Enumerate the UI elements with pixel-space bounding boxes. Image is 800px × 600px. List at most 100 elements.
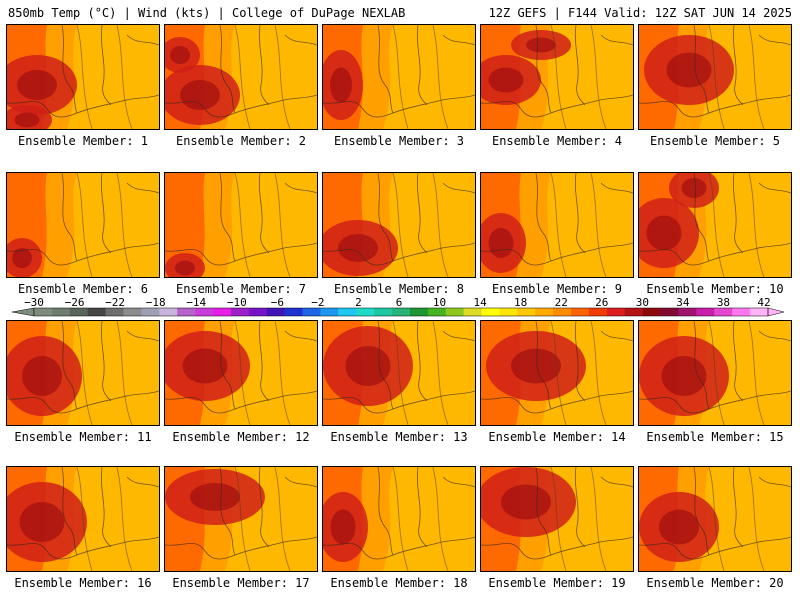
map-panel (638, 172, 792, 278)
temperature-map (165, 173, 317, 277)
colorbar-swatch (51, 308, 71, 316)
temperature-map (481, 173, 633, 277)
colorbar-swatch (195, 308, 214, 316)
header-run-info: 12Z GEFS | F144 Valid: 12Z SAT JUN 14 20… (488, 6, 792, 20)
map-panel (322, 466, 476, 572)
colorbar-swatch (571, 308, 590, 316)
colorbar-swatch (177, 308, 196, 316)
colorbar-swatch (642, 308, 661, 316)
map-panel (6, 466, 160, 572)
colorbar-tick-label: 2 (355, 296, 362, 309)
colorbar-swatch (230, 308, 250, 316)
panel-label: Ensemble Member: 17 (172, 576, 310, 590)
colorbar-swatch (159, 308, 178, 316)
map-panel (638, 24, 792, 130)
colorbar-tick-label: 14 (473, 296, 487, 309)
panel-label: Ensemble Member: 8 (333, 282, 465, 296)
panel-label: Ensemble Member: 4 (491, 134, 623, 148)
colorbar-left-arrow (11, 307, 35, 317)
colorbar-swatch (409, 308, 429, 316)
temperature-map (481, 321, 633, 425)
colorbar-tick-label: 22 (555, 296, 568, 309)
temperature-map (7, 173, 159, 277)
temperature-map (323, 173, 475, 277)
map-panel (638, 466, 792, 572)
colorbar-tick-label: −14 (186, 296, 206, 309)
colorbar-tick-label: −22 (105, 296, 125, 309)
panel-label: Ensemble Member: 13 (330, 430, 468, 444)
colorbar-tick-label: 38 (717, 296, 730, 309)
map-panel (480, 320, 634, 426)
map-panel (322, 172, 476, 278)
colorbar-swatch (320, 308, 339, 316)
colorbar-tick-label: −10 (227, 296, 247, 309)
panel-label: Ensemble Member: 12 (172, 430, 310, 444)
colorbar-tick-label: −26 (65, 296, 85, 309)
panel-label: Ensemble Member: 11 (14, 430, 152, 444)
panel-label: Ensemble Member: 5 (649, 134, 781, 148)
map-panel (164, 466, 318, 572)
panel-label: Ensemble Member: 18 (330, 576, 468, 590)
map-panel (6, 24, 160, 130)
colorbar-swatch (517, 308, 536, 316)
panel-label: Ensemble Member: 9 (491, 282, 623, 296)
panel-label: Ensemble Member: 16 (14, 576, 152, 590)
colorbar-swatch (141, 308, 160, 316)
colorbar-swatch (338, 308, 357, 316)
colorbar-swatch (284, 308, 303, 316)
temperature-map (481, 25, 633, 129)
map-panel (480, 172, 634, 278)
colorbar-swatch (750, 308, 769, 316)
map-panel (164, 320, 318, 426)
temperature-map (639, 321, 791, 425)
panel-label: Ensemble Member: 15 (646, 430, 784, 444)
temperature-map (639, 173, 791, 277)
temperature-map (639, 25, 791, 129)
temperature-map (323, 467, 475, 571)
colorbar-swatch (356, 308, 375, 316)
colorbar-tick-label: −6 (271, 296, 284, 309)
panel-label: Ensemble Member: 1 (17, 134, 149, 148)
panel-label: Ensemble Member: 2 (175, 134, 307, 148)
panel-label: Ensemble Member: 19 (488, 576, 626, 590)
colorbar-swatch (302, 308, 321, 316)
colorbar-swatch (588, 308, 608, 316)
colorbar-tick-label: 34 (676, 296, 690, 309)
temperature-colorbar: −30 −26 −22 −18 −14 −10 −6 −2 2 6 10 14 18 22 26 30 34 38… (11, 296, 785, 317)
colorbar-swatch (606, 308, 626, 316)
colorbar-swatch (105, 308, 124, 316)
map-panel (6, 172, 160, 278)
colorbar-swatch (69, 308, 89, 316)
colorbar-swatch (374, 308, 393, 316)
temperature-map (7, 321, 159, 425)
temperature-map (639, 467, 791, 571)
colorbar-tick-label: 10 (433, 296, 446, 309)
colorbar-swatch (87, 308, 106, 316)
colorbar-tick-label: 30 (636, 296, 649, 309)
map-panel (480, 24, 634, 130)
map-panel (164, 24, 318, 130)
colorbar-tick-label: 18 (514, 296, 527, 309)
panel-label: Ensemble Member: 7 (175, 282, 307, 296)
colorbar-swatch (714, 308, 733, 316)
temperature-map (165, 321, 317, 425)
temperature-map (323, 321, 475, 425)
map-panel (480, 466, 634, 572)
colorbar-swatch (696, 308, 715, 316)
header-title: 850mb Temp (°C) | Wind (kts) | College o… (8, 6, 406, 20)
map-panel (638, 320, 792, 426)
colorbar-swatch (213, 308, 232, 316)
colorbar-swatch (34, 308, 53, 316)
colorbar-swatch (463, 308, 482, 316)
colorbar-swatch (427, 308, 447, 316)
map-panel (6, 320, 160, 426)
colorbar-tick-label: 42 (757, 296, 770, 309)
colorbar-swatch (624, 308, 643, 316)
colorbar-swatch (535, 308, 554, 316)
colorbar-tick-label: 26 (595, 296, 608, 309)
colorbar-tick-label: −30 (24, 296, 44, 309)
panel-label: Ensemble Member: 14 (488, 430, 626, 444)
map-panel (322, 320, 476, 426)
colorbar-swatch (660, 308, 679, 316)
colorbar-swatch (732, 308, 751, 316)
